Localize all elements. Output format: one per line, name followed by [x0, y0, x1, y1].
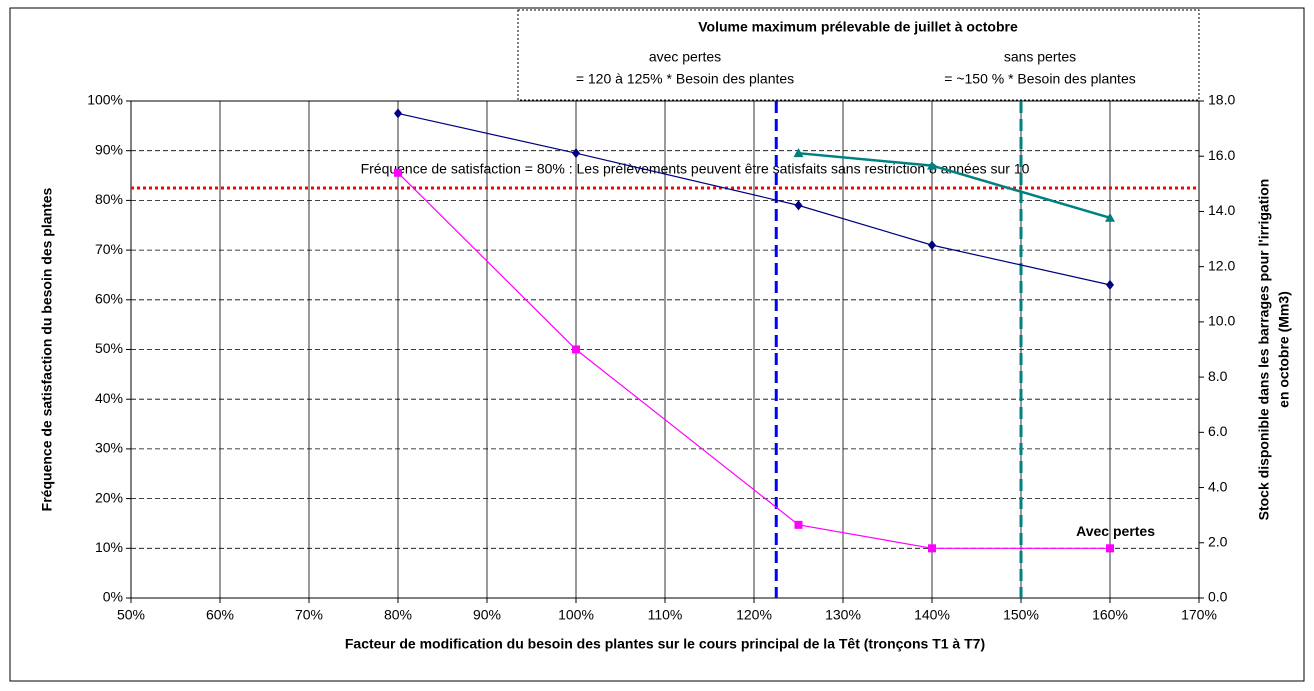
y2-axis-label: Stock disponible dans les barrages pour …	[1256, 179, 1272, 521]
marker	[572, 148, 580, 159]
y-tick-label: 90%	[95, 141, 123, 157]
y-tick-label: 10%	[95, 539, 123, 555]
y-tick-label: 70%	[95, 241, 123, 257]
x-tick-label: 90%	[473, 607, 501, 623]
x-tick-label: 150%	[1003, 607, 1039, 623]
x-tick-label: 170%	[1181, 607, 1217, 623]
marker	[1106, 544, 1114, 553]
marker	[793, 148, 804, 158]
reference-label: Fréquence de satisfaction = 80% : Les pr…	[361, 161, 1030, 177]
y2-axis-label: en octobre (Mm3)	[1276, 291, 1292, 408]
y2-tick-label: 0.0	[1208, 589, 1228, 605]
y2-tick-label: 4.0	[1208, 478, 1228, 494]
marker	[572, 345, 580, 354]
y2-tick-label: 18.0	[1208, 92, 1235, 108]
x-tick-label: 100%	[558, 607, 594, 623]
annotation-text: avec pertes	[649, 49, 721, 65]
y-tick-label: 20%	[95, 489, 123, 505]
y2-tick-label: 8.0	[1208, 368, 1228, 384]
x-tick-label: 120%	[736, 607, 772, 623]
x-tick-label: 110%	[648, 607, 683, 623]
x-tick-label: 50%	[117, 607, 145, 623]
y2-tick-label: 2.0	[1208, 533, 1228, 549]
x-tick-label: 60%	[206, 607, 234, 623]
y2-tick-label: 12.0	[1208, 257, 1235, 273]
y-tick-label: 40%	[95, 390, 123, 406]
marker	[794, 520, 803, 529]
y-tick-label: 0%	[103, 589, 123, 605]
marker	[1105, 212, 1115, 222]
y2-tick-label: 16.0	[1208, 147, 1235, 163]
annotation-title: Volume maximum prélevable de juillet à o…	[698, 19, 1018, 35]
x-tick-label: 130%	[825, 607, 861, 623]
marker	[928, 240, 936, 251]
annotation-text: = 120 à 125% * Besoin des plantes	[576, 71, 794, 87]
y-axis-label: Fréquence de satisfaction du besoin des …	[39, 187, 55, 511]
series-label: Avec pertes	[1076, 523, 1155, 539]
y-tick-label: 80%	[95, 191, 123, 207]
y-tick-label: 60%	[95, 291, 123, 307]
y-tick-label: 30%	[95, 440, 123, 456]
marker	[927, 160, 937, 170]
y2-tick-label: 10.0	[1208, 313, 1235, 329]
marker	[928, 544, 936, 553]
x-tick-label: 160%	[1092, 607, 1128, 623]
x-tick-label: 140%	[914, 607, 950, 623]
annotation-text: sans pertes	[1004, 49, 1076, 65]
x-tick-label: 80%	[384, 607, 412, 623]
y-tick-label: 50%	[95, 340, 123, 356]
y2-tick-label: 6.0	[1208, 423, 1228, 439]
y-tick-label: 100%	[87, 92, 123, 108]
annotation-box	[517, 9, 1200, 101]
x-tick-label: 70%	[295, 607, 323, 623]
marker	[394, 108, 402, 119]
marker	[1106, 279, 1114, 290]
y2-tick-label: 14.0	[1208, 202, 1235, 218]
marker	[394, 168, 402, 177]
marker	[794, 200, 803, 211]
annotation-text: = ~150 % * Besoin des plantes	[944, 71, 1135, 87]
x-axis-label: Facteur de modification du besoin des pl…	[345, 636, 985, 652]
